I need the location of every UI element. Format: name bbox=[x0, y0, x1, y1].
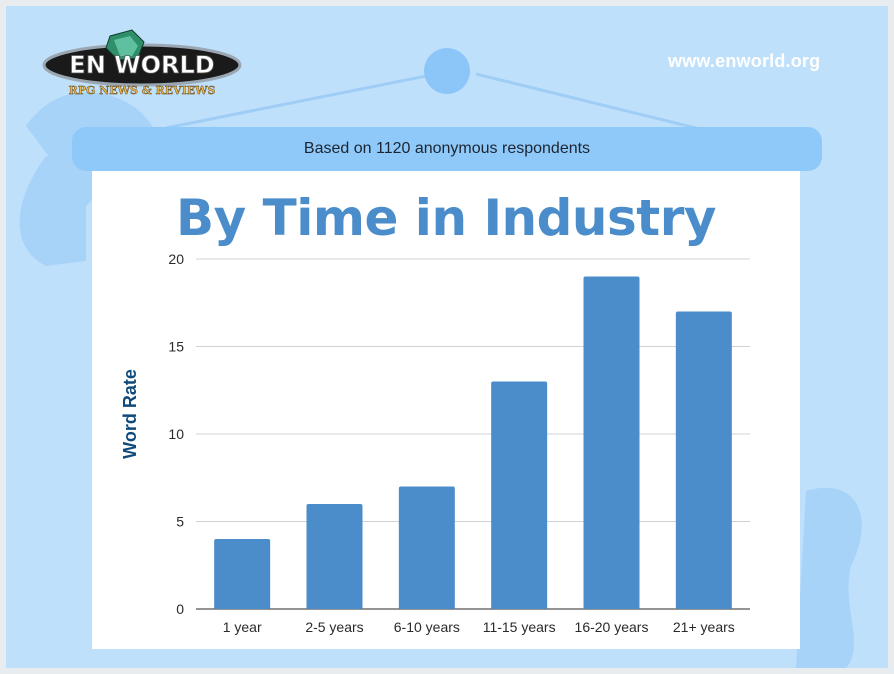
y-axis-label: Word Rate bbox=[120, 369, 140, 459]
bar-chart: 0 5 10 15 20 1 year 2-5 years 6-10 years 11-15 y… bbox=[120, 251, 750, 635]
logo-tagline: RPG NEWS & REVIEWS bbox=[69, 84, 216, 97]
x-tick-label: 21+ years bbox=[673, 619, 735, 635]
site-url: www.enworld.org bbox=[668, 51, 821, 71]
respondents-banner: Based on 1120 anonymous respondents bbox=[72, 127, 822, 171]
bar bbox=[398, 486, 455, 609]
x-tick-label: 1 year bbox=[223, 619, 262, 635]
y-tick-label: 15 bbox=[168, 339, 184, 355]
bar bbox=[306, 504, 363, 609]
chart-title: By Time in Industry bbox=[176, 189, 716, 247]
x-tick-label: 11-15 years bbox=[483, 619, 556, 635]
respondents-text: Based on 1120 anonymous respondents bbox=[303, 140, 591, 157]
x-tick-label: 6-10 years bbox=[394, 619, 460, 635]
y-tick-label: 20 bbox=[168, 251, 184, 267]
x-tick-label: 2-5 years bbox=[305, 619, 363, 635]
bar bbox=[491, 381, 548, 609]
bar bbox=[675, 311, 732, 609]
chart-card: By Time in Industry 0 5 10 15 20 1 year 2-5 ye… bbox=[92, 171, 800, 649]
bar bbox=[583, 276, 640, 609]
y-tick-label: 5 bbox=[176, 514, 184, 530]
enworld-logo[interactable]: EN WORLD RPG NEWS & REVIEWS bbox=[40, 28, 244, 106]
logo-graphic: EN WORLD RPG NEWS & REVIEWS bbox=[42, 29, 242, 97]
infographic-frame: EN WORLD RPG NEWS & REVIEWS www.enworld.… bbox=[6, 6, 888, 668]
x-tick-label: 16-20 years bbox=[575, 619, 649, 635]
logo-text: EN WORLD bbox=[69, 51, 214, 79]
bar bbox=[214, 539, 271, 609]
y-tick-label: 0 bbox=[176, 601, 184, 617]
y-tick-label: 10 bbox=[168, 426, 184, 442]
